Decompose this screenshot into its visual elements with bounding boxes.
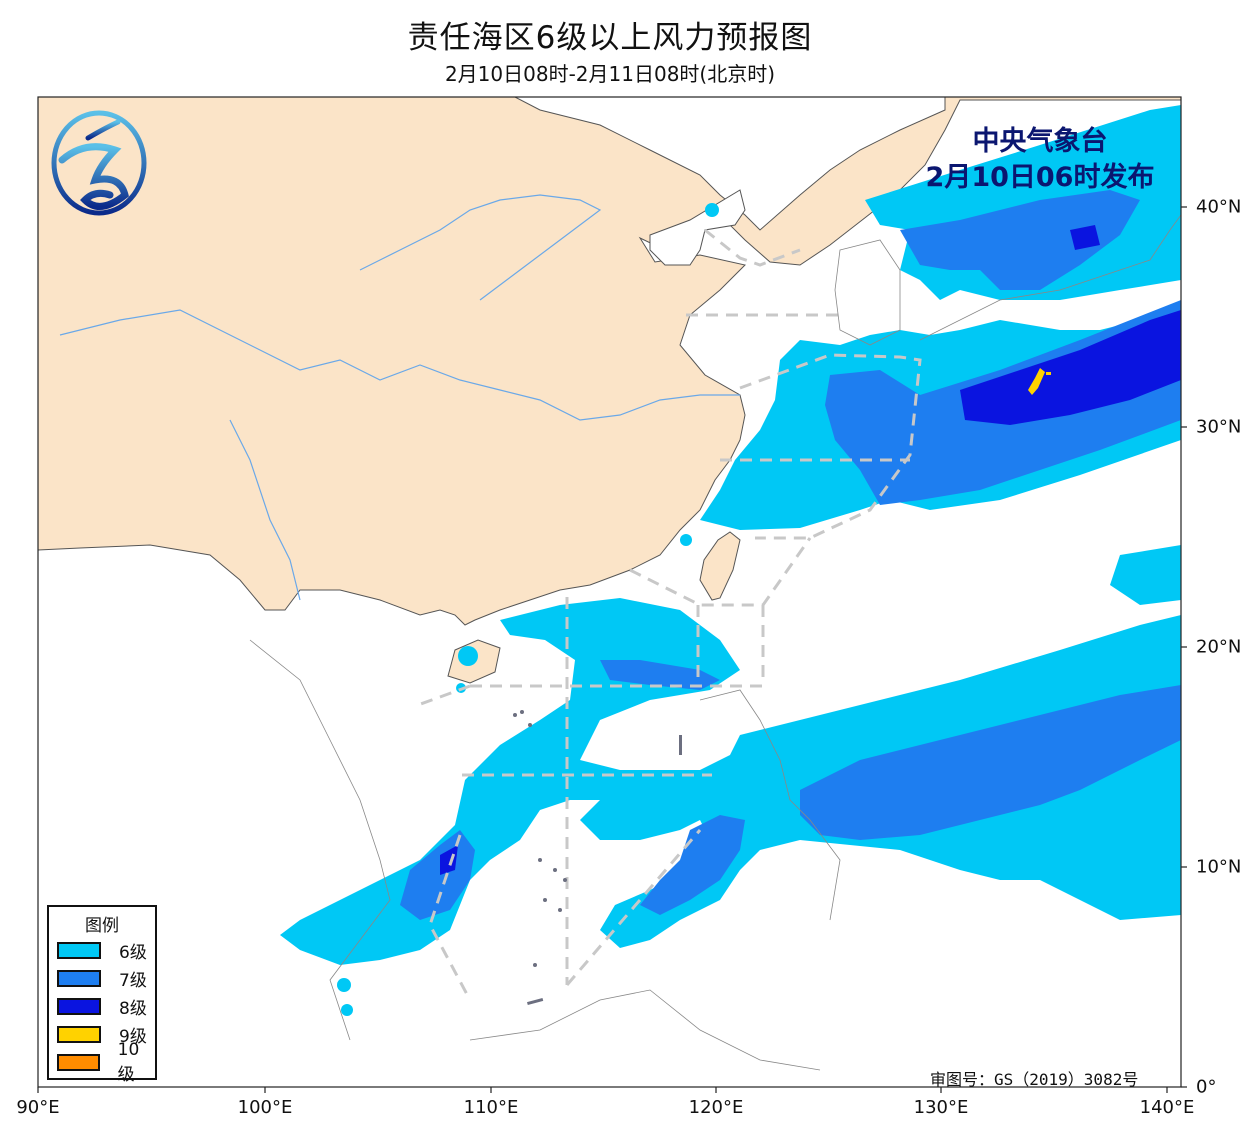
map-frame: [37, 96, 1182, 1088]
rivers: [59, 194, 740, 601]
taiwan-island: [699, 531, 741, 601]
south-china-sea-islands: [513, 710, 682, 1006]
lon-tick-label: 120°E: [688, 1097, 744, 1118]
legend-label: 10级: [117, 1039, 140, 1085]
legend-label: 8级: [119, 998, 147, 1019]
issue-time: 2月10日06时发布: [925, 162, 1155, 193]
issuer-agency: 中央气象台: [972, 126, 1108, 157]
legend-label: 6级: [119, 942, 147, 963]
legend-item-level-8: 8级: [57, 992, 155, 1020]
legend-label: 7级: [119, 970, 147, 991]
lat-tick-label: 10°N: [1196, 856, 1242, 878]
cma-logo: [51, 110, 147, 216]
legend-swatch-level-7: [57, 969, 101, 987]
lat-tick-label: 0°: [1196, 1076, 1217, 1098]
legend: 图例 6级 7级 8级 9级 10级: [47, 905, 157, 1085]
legend-swatch-level-9: [57, 1025, 101, 1043]
lat-tick-label: 20°N: [1196, 636, 1242, 658]
sea-zone-boundaries: [417, 228, 922, 1001]
lon-tick-label: 140°E: [1139, 1097, 1195, 1118]
lon-tick-label: 130°E: [913, 1097, 969, 1118]
legend-swatch-level-6: [57, 941, 101, 959]
neighbor-country-outlines: [249, 214, 1181, 1071]
lon-tick-label: 100°E: [237, 1097, 293, 1118]
map-title: 责任海区6级以上风力预报图: [407, 20, 813, 56]
issuer-stamp: 中央气象台 2月10日06时发布: [905, 124, 1175, 196]
approval-number: 审图号：GS（2019）3082号: [930, 1070, 1139, 1089]
lon-tick-label: 110°E: [463, 1097, 519, 1118]
legend-label: 9级: [119, 1026, 147, 1047]
legend-swatch-level-10: [57, 1053, 100, 1071]
axis-ticks: [37, 206, 1187, 1093]
legend-item-level-7: 7级: [57, 964, 155, 992]
lon-tick-label: 90°E: [16, 1097, 60, 1118]
wind-level-9-areas: [1028, 368, 1051, 395]
lat-tick-label: 30°N: [1196, 416, 1242, 438]
china-landmass: [38, 97, 1181, 626]
legend-item-level-9: 9级: [57, 1020, 155, 1048]
wind-level-8-areas: [440, 225, 1181, 875]
legend-item-level-10: 10级: [57, 1040, 155, 1085]
map-subtitle: 2月10日08时-2月11日08时(北京时): [444, 62, 776, 86]
legend-item-level-6: 6级: [57, 936, 155, 964]
legend-swatch-level-8: [57, 997, 101, 1015]
legend-title: 图例: [85, 916, 119, 936]
lat-tick-label: 40°N: [1196, 196, 1242, 218]
